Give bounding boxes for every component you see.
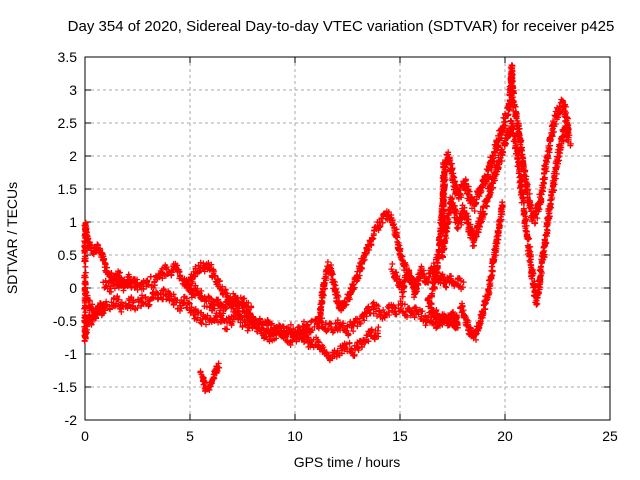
chart-title: Day 354 of 2020, Sidereal Day-to-day VTE…	[68, 18, 615, 35]
y-tick-label: 3.5	[58, 49, 78, 65]
x-tick-label: 0	[81, 428, 89, 444]
x-axis-label: GPS time / hours	[294, 454, 401, 470]
data-points	[81, 62, 574, 395]
y-tick-label: 0.5	[58, 247, 78, 263]
y-tick-label: 1	[69, 214, 77, 230]
y-tick-label: -1.5	[53, 379, 77, 395]
y-axis-label: SDTVAR / TECUs	[4, 182, 20, 294]
y-tick-label: -0.5	[53, 313, 77, 329]
y-tick-label: -2	[65, 412, 78, 428]
x-tick-label: 25	[602, 428, 618, 444]
y-tick-label: -1	[65, 346, 78, 362]
tick-labels: -2 -1.5 -1 -0.5 0 0.5 1 1.5 2 2.5 3 3.5 0 5 10 15 20 25	[53, 49, 618, 444]
x-tick-label: 5	[186, 428, 194, 444]
x-tick-label: 20	[497, 428, 513, 444]
y-tick-label: 1.5	[58, 181, 78, 197]
scatter-plus-markers	[81, 62, 574, 395]
x-tick-label: 15	[392, 428, 408, 444]
y-tick-label: 3	[69, 82, 77, 98]
y-tick-label: 2.5	[58, 115, 78, 131]
x-tick-label: 10	[287, 428, 303, 444]
y-tick-label: 2	[69, 148, 77, 164]
y-tick-label: 0	[69, 280, 77, 296]
